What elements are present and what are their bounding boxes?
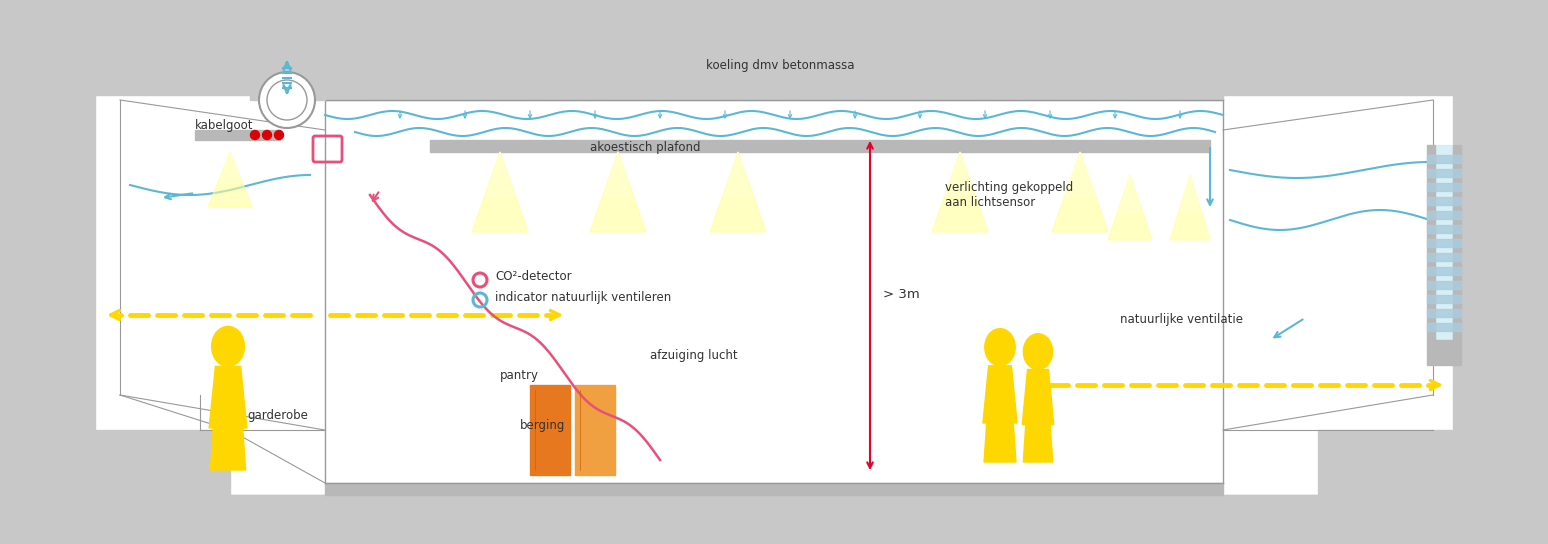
Polygon shape <box>932 152 988 232</box>
Bar <box>94 495 325 544</box>
Polygon shape <box>1067 152 1094 196</box>
Polygon shape <box>946 152 974 196</box>
Circle shape <box>259 72 314 128</box>
Polygon shape <box>1022 369 1054 424</box>
Bar <box>1427 340 1461 365</box>
Polygon shape <box>1108 175 1152 240</box>
Bar <box>325 483 1223 495</box>
Text: garderobe: garderobe <box>248 409 308 422</box>
Ellipse shape <box>1023 334 1053 369</box>
Ellipse shape <box>985 329 1015 366</box>
Bar <box>1427 197 1461 205</box>
Text: CO²-detector: CO²-detector <box>495 269 571 282</box>
Bar <box>1427 323 1461 331</box>
Bar <box>1427 253 1461 261</box>
Text: verlichting gekoppeld
aan lichtsensor: verlichting gekoppeld aan lichtsensor <box>944 181 1073 209</box>
Bar <box>1427 225 1461 233</box>
Polygon shape <box>209 367 246 428</box>
Polygon shape <box>1053 152 1108 232</box>
Bar <box>1427 309 1461 317</box>
Polygon shape <box>218 152 241 182</box>
Bar <box>1427 295 1461 303</box>
Text: > 3m: > 3m <box>882 288 920 301</box>
Polygon shape <box>486 152 514 196</box>
Ellipse shape <box>212 326 245 367</box>
Bar <box>249 55 325 100</box>
Text: indicator natuurlijk ventileren: indicator natuurlijk ventileren <box>495 290 672 304</box>
Bar <box>1435 145 1454 340</box>
Text: natuurlijke ventilatie: natuurlijke ventilatie <box>1121 313 1243 326</box>
Bar <box>1427 145 1435 340</box>
Bar <box>1454 145 1461 340</box>
Polygon shape <box>207 152 252 207</box>
Polygon shape <box>1023 424 1053 462</box>
Polygon shape <box>590 152 646 232</box>
Bar <box>94 430 231 495</box>
Polygon shape <box>711 152 766 232</box>
Polygon shape <box>1119 175 1141 211</box>
Bar <box>1454 0 1548 544</box>
Bar <box>1427 155 1461 163</box>
Bar <box>94 55 325 95</box>
Bar <box>0 495 1548 544</box>
Polygon shape <box>1180 175 1200 211</box>
Bar <box>1223 495 1454 544</box>
Circle shape <box>251 131 260 139</box>
Bar <box>529 385 570 475</box>
Bar <box>1223 55 1454 95</box>
Polygon shape <box>724 152 752 196</box>
Bar <box>1427 169 1461 177</box>
Polygon shape <box>472 152 528 232</box>
Text: kabelgoot: kabelgoot <box>195 119 252 132</box>
Polygon shape <box>604 152 632 196</box>
Bar <box>1317 430 1454 495</box>
Bar <box>430 140 1211 152</box>
Text: afzuiging lucht: afzuiging lucht <box>650 349 738 362</box>
Bar <box>1427 239 1461 247</box>
Text: berging: berging <box>520 418 565 431</box>
Circle shape <box>274 131 283 139</box>
Bar <box>0 0 1548 55</box>
Text: koeling dmv betonmassa: koeling dmv betonmassa <box>706 59 854 71</box>
Text: akoestisch plafond: akoestisch plafond <box>590 140 701 153</box>
Polygon shape <box>983 366 1017 423</box>
Bar <box>1427 211 1461 219</box>
Polygon shape <box>211 428 246 470</box>
Bar <box>1427 267 1461 275</box>
Bar <box>1427 281 1461 289</box>
Bar <box>574 385 615 475</box>
Polygon shape <box>1170 175 1211 240</box>
Bar <box>195 130 280 140</box>
Circle shape <box>263 131 271 139</box>
Bar <box>325 55 1223 100</box>
Bar <box>1427 183 1461 191</box>
Polygon shape <box>985 423 1015 462</box>
Text: pantry: pantry <box>500 368 539 381</box>
Bar <box>0 0 94 544</box>
